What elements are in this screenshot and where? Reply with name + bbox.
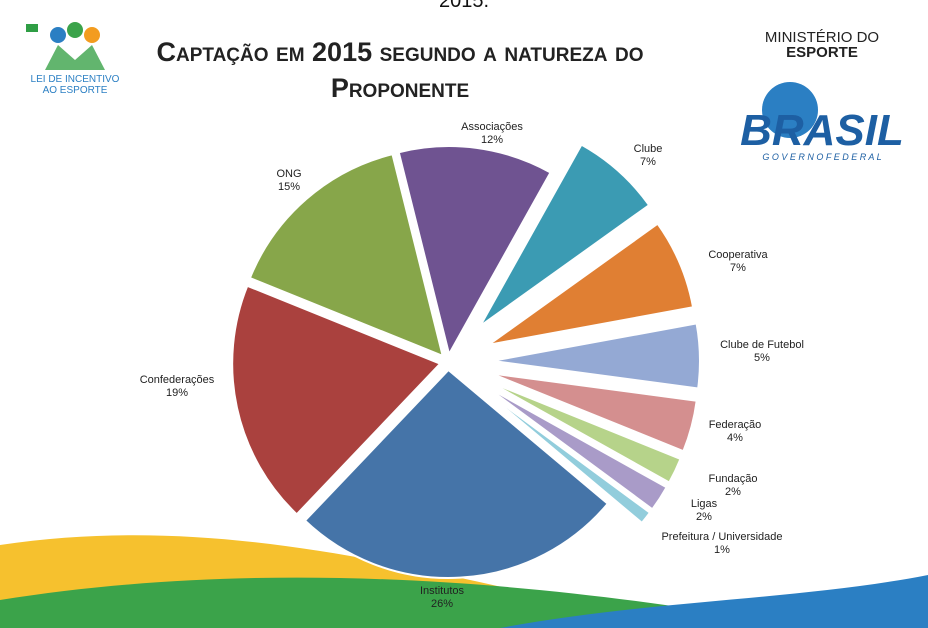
slice-value-label: 2% [725, 486, 741, 498]
slice-value-label: 15% [278, 181, 300, 193]
chart-title: Captação em 2015 segundo a natureza do P… [140, 34, 660, 106]
slice-value-label: 1% [714, 544, 730, 556]
logo-figure [45, 45, 105, 70]
slice-label: ONG [276, 168, 301, 180]
logo-figure [50, 27, 66, 43]
slice-value-label: 7% [640, 156, 656, 168]
logo-text: G O V E R N O F E D E R A L [762, 152, 881, 162]
slice-label: Federação [709, 419, 762, 431]
slice-value-label: 4% [727, 432, 743, 444]
slice-label: Cooperativa [708, 249, 768, 261]
slice-label: Clube [634, 143, 663, 155]
logo-text: ESPORTE [786, 44, 858, 61]
logo-text: BRASIL [740, 106, 904, 155]
header-fragment: 2015. [0, 0, 928, 13]
logo-text: LEI DE INCENTIVO [31, 74, 120, 85]
slice-value-label: 26% [431, 598, 453, 610]
slice-value-label: 12% [481, 134, 503, 146]
slice-label: Associações [461, 121, 523, 133]
slice-label: Ligas [691, 498, 718, 510]
slice-label: Institutos [420, 585, 465, 597]
slice-label: Clube de Futebol [720, 339, 804, 351]
slice-value-label: 5% [754, 352, 770, 364]
slice-value-label: 7% [730, 262, 746, 274]
slice-label: Prefeitura / Universidade [661, 531, 782, 543]
logo-figure [84, 27, 100, 43]
flag-icon [26, 24, 38, 32]
slide: LEI DE INCENTIVO AO ESPORTE MINISTÉRIO D… [0, 0, 928, 628]
logo-figure [67, 22, 83, 38]
slice-label: Confederações [140, 374, 215, 386]
slice-value-label: 2% [696, 511, 712, 523]
slice-value-label: 19% [166, 387, 188, 399]
logo-text: AO ESPORTE [43, 85, 108, 96]
slice-label: Fundação [709, 473, 758, 485]
